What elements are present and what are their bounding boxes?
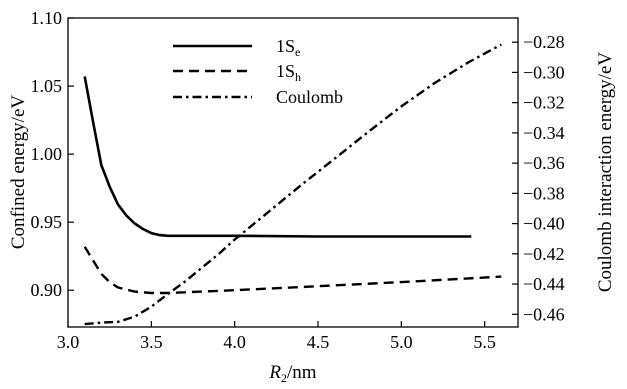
x-axis-label-base: R [268,362,281,383]
y-axis-left-label: Confined energy/eV [8,95,29,250]
x-tick-label-5: 5.5 [473,332,496,352]
series-layer [83,43,502,326]
x-tick-label-1: 3.5 [140,332,163,352]
y-right-tick-label-7: −0.32 [523,93,565,113]
x-tick-label-0: 3.0 [57,332,80,352]
x-tick-label-2: 4.0 [223,332,246,352]
x-axis-label-sub: 2 [281,371,287,385]
y-right-tick-label-8: −0.30 [523,62,565,82]
y-left-tick-label-3: 1.05 [31,76,63,96]
y-right-tick-label-9: −0.28 [523,32,565,52]
plot-frame [67,17,519,328]
y-left-tick-label-2: 1.00 [31,144,63,164]
legend-label-1sh: 1Sh [276,61,301,84]
series-1sh-line [83,246,502,295]
y-axis-right-label: Coulomb interaction energy/eV [595,52,616,293]
x-tick-label-3: 4.5 [307,332,330,352]
y-right-tick-label-3: −0.40 [523,214,565,234]
y-left-tick-label-1: 0.95 [31,212,63,232]
legend: 1Se 1Sh Coulomb [173,36,343,107]
x-axis-label: R2/nm [268,362,316,385]
x-axis-label-suffix: /nm [287,362,317,383]
series-1se-line [83,76,472,238]
ticks-layer: 3.0 3.5 4.0 4.5 5.0 5.5 0.90 0.95 1.00 1.05 1.10 −0… [31,8,565,352]
y-right-tick-label-4: −0.38 [523,183,565,203]
y-right-tick-label-6: −0.34 [523,123,565,143]
legend-label-1se: 1Se [276,36,300,59]
y-right-tick-label-1: −0.44 [523,274,565,294]
legend-label-coulomb: Coulomb [276,87,343,107]
y-left-tick-label-0: 0.90 [31,280,63,300]
y-right-tick-label-5: −0.36 [523,153,565,173]
series-coulomb-line [84,43,502,326]
y-right-tick-label-2: −0.42 [523,244,565,264]
x-tick-label-4: 5.0 [390,332,413,352]
y-right-tick-label-0: −0.46 [523,304,565,324]
y-left-tick-label-4: 1.10 [31,8,63,28]
